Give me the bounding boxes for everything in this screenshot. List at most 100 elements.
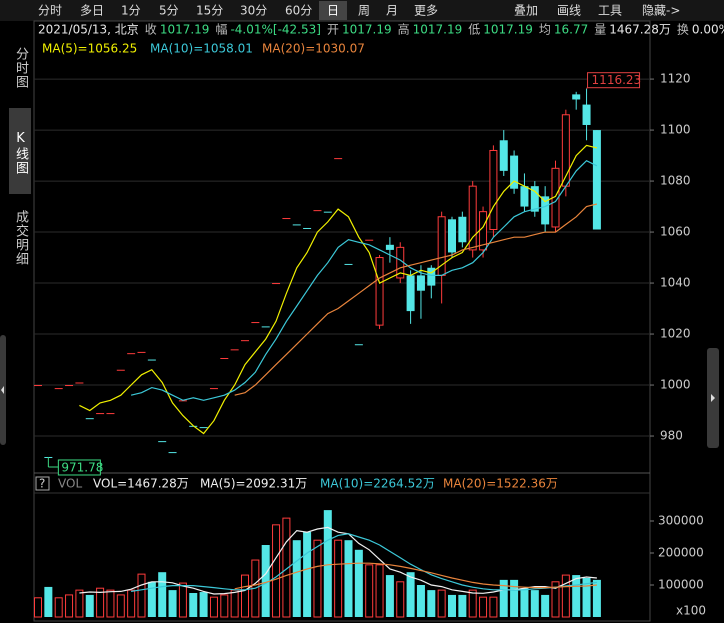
period-tab[interactable]: 更多 [414, 4, 438, 18]
volume-bar [406, 572, 415, 617]
ma-line [234, 203, 598, 396]
candle-body [137, 351, 146, 353]
volume-bar [334, 539, 343, 618]
candle-body [34, 385, 42, 387]
period-tab[interactable]: 5分 [159, 4, 179, 18]
candle-body [106, 413, 115, 415]
candle-body [127, 353, 136, 355]
volume-bar [116, 594, 125, 618]
volume-bar [75, 589, 84, 618]
ma-line [234, 562, 597, 590]
candle-body [510, 155, 519, 189]
volume-bar [292, 540, 301, 617]
candle-body [230, 349, 239, 351]
volume-bar [209, 596, 218, 618]
info-value: 1017.19 [483, 23, 533, 37]
volume-bar [199, 592, 208, 617]
info-value: 1467.28万 [609, 23, 671, 37]
period-tab[interactable]: 1分 [121, 4, 141, 18]
panel-frame [33, 20, 651, 622]
candle-body [209, 388, 218, 390]
volume-bar [396, 581, 405, 618]
side-tab[interactable]: K线图 [9, 108, 31, 194]
candle-body [416, 275, 425, 291]
period-tab[interactable]: 月 [386, 4, 398, 18]
volume-bar [220, 594, 229, 618]
candle-body [54, 388, 63, 390]
help-box[interactable] [35, 476, 50, 491]
period-tab[interactable]: 30分 [240, 4, 267, 18]
info-value: 1017.19 [413, 23, 463, 37]
candle-body [499, 140, 508, 171]
candle-body [261, 326, 270, 328]
volume-bar [448, 594, 456, 617]
indicator-name: VOL [58, 477, 82, 491]
volume-bar [530, 590, 539, 617]
candle-body [75, 382, 84, 384]
candle-body [241, 340, 249, 342]
period-tab[interactable]: 15分 [196, 4, 223, 18]
tool-button[interactable]: 画线 [557, 4, 581, 18]
side-tab[interactable]: 成交明细 [13, 210, 28, 266]
volume-bar [168, 590, 177, 617]
volume-bar [468, 589, 477, 618]
candle-body [520, 186, 529, 207]
period-tab[interactable]: 多日 [80, 4, 104, 18]
volume-bar [261, 545, 270, 617]
candle-body [448, 219, 456, 253]
candle-body [85, 418, 94, 420]
tool-button[interactable]: 隐藏-> [642, 4, 680, 18]
candle-body [530, 186, 539, 212]
volume-bar [34, 597, 42, 618]
info-label: 换 [677, 23, 689, 37]
candle-body [272, 283, 281, 285]
volume-bar [416, 585, 425, 617]
candle-body [292, 224, 301, 226]
volume-bar [303, 531, 312, 617]
legend-entry: MA(10)=1058.01 [150, 42, 253, 56]
candle-body [147, 359, 156, 361]
volume-bar [510, 579, 519, 617]
volume-bar [241, 574, 249, 618]
candle-body [458, 216, 467, 243]
candle-body [116, 369, 125, 371]
candle-body [303, 227, 312, 229]
volume-bar [272, 524, 281, 618]
ma-line [79, 144, 598, 435]
volume-bar [137, 573, 146, 618]
candle-body [168, 452, 177, 454]
volume-bar [437, 589, 446, 618]
candle-body [323, 211, 332, 213]
period-tab[interactable]: 周 [358, 4, 370, 18]
volume-bar [489, 596, 498, 618]
left-arrow [1, 386, 4, 394]
volume-bar [520, 588, 529, 617]
info-date: 2021/05/13, 北京 [38, 23, 139, 37]
candle-body [65, 385, 74, 387]
info-label: 开 [327, 23, 339, 37]
period-tab[interactable]: 日 [327, 4, 339, 18]
volume-bar [499, 579, 508, 617]
candle-body [313, 210, 322, 212]
period-tab[interactable]: 60分 [285, 4, 312, 18]
period-tab[interactable]: 分时 [38, 4, 62, 18]
side-tab[interactable]: 分时图 [13, 47, 28, 89]
candle-body [96, 413, 105, 415]
candle-body [582, 104, 591, 125]
candle-body [489, 149, 498, 231]
right-arrow [711, 394, 715, 402]
volume-bar [313, 539, 322, 618]
help-icon[interactable]: ? [39, 477, 45, 491]
volume-bar [189, 593, 198, 617]
candle-body [468, 185, 477, 251]
tool-button[interactable]: 叠加 [514, 4, 538, 18]
tool-button[interactable]: 工具 [598, 4, 622, 18]
volume-bar [582, 577, 591, 617]
candle-body [592, 130, 601, 230]
volume-bar [96, 587, 105, 618]
legend-entry: MA(10)=2264.52万 [320, 477, 435, 491]
volume-bar [54, 597, 63, 618]
y-tick-label: 1040 [660, 276, 691, 290]
candle-body [406, 275, 415, 312]
